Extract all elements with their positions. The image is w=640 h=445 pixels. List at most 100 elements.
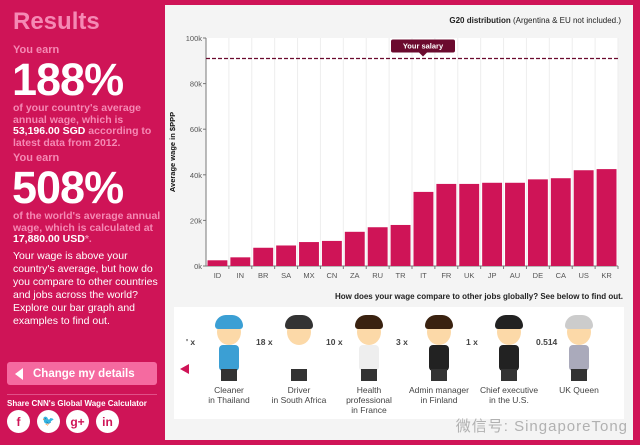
character-hair bbox=[495, 315, 523, 329]
chart-header: G20 distribution (Argentina & EU not inc… bbox=[449, 16, 621, 25]
results-title: Results bbox=[13, 8, 100, 35]
job-multiplier: 1 x bbox=[466, 337, 478, 347]
job-label: Health professional in France bbox=[336, 385, 402, 415]
country-percentage: 188% bbox=[12, 54, 124, 105]
bar-de bbox=[527, 179, 548, 266]
job-character-icon bbox=[419, 315, 459, 383]
character-hair bbox=[425, 315, 453, 329]
character-body bbox=[219, 345, 239, 371]
character-legs bbox=[501, 369, 517, 381]
x-tick-label: ID bbox=[214, 271, 222, 280]
x-tick-label: BR bbox=[258, 271, 269, 280]
character-hair bbox=[565, 315, 593, 329]
x-tick-label: CN bbox=[326, 271, 337, 280]
job-location: in Finland bbox=[420, 395, 458, 405]
carousel-prev-arrow-icon[interactable] bbox=[180, 364, 189, 374]
job-title: Cleaner bbox=[214, 385, 244, 395]
x-tick-label: SA bbox=[281, 271, 291, 280]
character-hair bbox=[215, 315, 243, 329]
divider bbox=[7, 394, 157, 395]
bar-us bbox=[573, 170, 594, 266]
job-title: Health professional bbox=[346, 385, 392, 405]
job-multiplier: 3 x bbox=[396, 337, 408, 347]
jobs-question: How does your wage compare to other jobs… bbox=[334, 292, 623, 301]
jobs-carousel: ' x Cleaner in Thailand 18 x Driver in South … bbox=[174, 307, 624, 419]
job-title: Admin manager bbox=[408, 385, 469, 395]
change-details-button[interactable]: Change my details bbox=[7, 362, 157, 385]
chart-panel: G20 distribution (Argentina & EU not inc… bbox=[165, 5, 633, 440]
facebook-icon[interactable]: f bbox=[7, 410, 30, 433]
watermark: 微信号: SingaporeTong bbox=[455, 418, 628, 435]
x-tick-label: US bbox=[578, 271, 588, 280]
character-legs bbox=[431, 369, 447, 381]
country-description: of your country's average annual wage, w… bbox=[13, 102, 152, 149]
bar-ca bbox=[550, 178, 571, 266]
job-multiplier: 0.514 bbox=[536, 337, 558, 347]
world-description: of the world's average annual wage, whic… bbox=[13, 210, 161, 245]
world-percentage: 508% bbox=[12, 162, 124, 213]
job-card[interactable]: Health professional in France bbox=[336, 315, 402, 415]
job-multiplier: 10 x bbox=[326, 337, 343, 347]
character-legs bbox=[221, 369, 237, 381]
bar-au bbox=[505, 182, 525, 266]
job-character-icon bbox=[489, 315, 529, 383]
bar-fr bbox=[436, 183, 457, 266]
x-tick-label: IN bbox=[237, 271, 245, 280]
linkedin-icon[interactable]: in bbox=[96, 410, 119, 433]
y-tick-label: 20k bbox=[190, 216, 202, 225]
you-earn-label: You earn bbox=[13, 44, 60, 56]
character-legs bbox=[571, 369, 587, 381]
y-tick-label: 100k bbox=[186, 34, 203, 43]
character-body bbox=[429, 345, 449, 371]
job-card[interactable]: Cleaner in Thailand bbox=[196, 315, 262, 405]
x-tick-label: ZA bbox=[350, 271, 360, 280]
google-plus-icon[interactable]: g+ bbox=[66, 410, 89, 433]
y-tick-label: 0k bbox=[194, 262, 202, 271]
bar-jp bbox=[482, 182, 503, 266]
character-hair bbox=[285, 315, 313, 329]
change-details-label: Change my details bbox=[33, 367, 135, 380]
bar-mx bbox=[299, 242, 319, 266]
bar-br bbox=[253, 247, 274, 266]
job-label: Chief executive in the U.S. bbox=[476, 385, 542, 405]
x-tick-label: RU bbox=[372, 271, 383, 280]
job-card[interactable]: UK Queen bbox=[546, 315, 612, 395]
badge-pointer-icon bbox=[419, 52, 427, 57]
bar-ru bbox=[367, 227, 388, 266]
y-tick-label: 40k bbox=[190, 171, 202, 180]
character-legs bbox=[291, 369, 307, 381]
job-label: Driver in South Africa bbox=[266, 385, 332, 405]
job-label: UK Queen bbox=[546, 385, 612, 395]
bar-kr bbox=[596, 169, 617, 266]
x-tick-label: IT bbox=[420, 271, 427, 280]
character-body bbox=[289, 345, 309, 371]
x-tick-label: MX bbox=[303, 271, 314, 280]
job-label: Cleaner in Thailand bbox=[196, 385, 262, 405]
bar-in bbox=[230, 257, 251, 266]
x-tick-label: UK bbox=[464, 271, 474, 280]
bar-id bbox=[207, 260, 228, 266]
job-card[interactable]: Chief executive in the U.S. bbox=[476, 315, 542, 405]
job-title: Driver bbox=[287, 385, 311, 395]
bar-uk bbox=[459, 183, 480, 266]
character-body bbox=[499, 345, 519, 371]
explanation-text: Your wage is above your country's averag… bbox=[13, 250, 158, 327]
job-character-icon bbox=[559, 315, 599, 383]
wage-bar-chart: 0k 20k 40k 60k 80k 100k ID IN BR SA MX CN ZA RU TR IT FR… bbox=[168, 34, 619, 280]
x-tick-label: FR bbox=[441, 271, 452, 280]
you-earn-label-2: You earn bbox=[13, 152, 60, 164]
job-card[interactable]: Admin manager in Finland bbox=[406, 315, 472, 405]
bar-za bbox=[344, 231, 365, 266]
job-title: UK Queen bbox=[559, 385, 599, 395]
job-character-icon bbox=[349, 315, 389, 383]
character-legs bbox=[361, 369, 377, 381]
job-card[interactable]: Driver in South Africa bbox=[266, 315, 332, 405]
job-label: Admin manager in Finland bbox=[406, 385, 472, 405]
x-tick-label: AU bbox=[510, 271, 520, 280]
your-salary-badge bbox=[391, 39, 455, 53]
twitter-icon[interactable]: 🐦 bbox=[37, 410, 60, 433]
character-hair bbox=[355, 315, 383, 329]
y-tick-label: 60k bbox=[190, 125, 202, 134]
job-multiplier: 18 x bbox=[256, 337, 273, 347]
x-tick-label: TR bbox=[396, 271, 407, 280]
